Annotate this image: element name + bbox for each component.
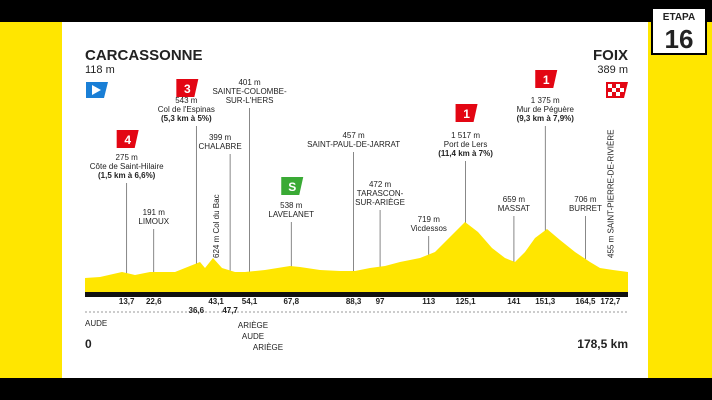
- distance-start: 0: [85, 337, 92, 351]
- waypoint-label: 719 m: [418, 215, 441, 224]
- waypoint-label: SAINT-PAUL-DE-JARRAT: [307, 140, 400, 149]
- waypoint-label: 1 375 m: [531, 96, 560, 105]
- region-label: ARIÈGE: [253, 343, 283, 352]
- waypoint-label: 706 m: [574, 195, 597, 204]
- waypoint-label: SUR-L'HERS: [226, 96, 274, 105]
- waypoint-label: Vicdessos: [411, 224, 447, 233]
- waypoint-label: 401 m: [238, 78, 261, 87]
- category-number: 4: [124, 133, 131, 147]
- waypoint-label: BURRET: [569, 204, 602, 213]
- category-number: 1: [543, 73, 550, 87]
- waypoint-label: 538 m: [280, 201, 303, 210]
- stage-number: 16: [665, 24, 694, 54]
- km-label: 141: [507, 297, 521, 306]
- waypoint-label: 659 m: [503, 195, 526, 204]
- waypoint-label: 455 m SAINT-PIERRE-DE-RIVIÈRE: [606, 130, 615, 258]
- km-label: 47,7: [222, 306, 238, 315]
- start-altitude: 118 m: [85, 64, 115, 76]
- km-label: 97: [376, 297, 385, 306]
- climb-detail: (11,4 km à 7%): [438, 149, 493, 158]
- category-number: 3: [184, 82, 191, 96]
- km-label: 54,1: [242, 297, 258, 306]
- finish-name: FOIX: [593, 47, 628, 64]
- finish-altitude: 389 m: [597, 64, 628, 76]
- waypoint-label: CHALABRE: [199, 142, 242, 151]
- waypoint-label: Col de l'Espinas: [158, 105, 215, 114]
- waypoint-label: Côte de Saint-Hilaire: [90, 162, 164, 171]
- waypoint-label: 472 m: [369, 180, 392, 189]
- stage-box: [651, 7, 707, 55]
- waypoint-label: SAINTE-COLOMBE-: [212, 87, 287, 96]
- distance-end: 178,5 km: [577, 337, 628, 351]
- km-label: 43,1: [208, 297, 224, 306]
- km-label: 151,3: [535, 297, 556, 306]
- km-label: 88,3: [346, 297, 362, 306]
- region-label: ARIÈGE: [238, 321, 268, 330]
- waypoint-label: 275 m: [116, 153, 139, 162]
- waypoint-label: 191 m: [143, 208, 166, 217]
- climb-detail: (9,3 km à 7,9%): [517, 114, 575, 123]
- region-label: AUDE: [242, 332, 264, 341]
- km-label: 172,7: [600, 297, 621, 306]
- km-label: 125,1: [456, 297, 477, 306]
- waypoint-label: 624 m Col du Bac: [212, 194, 221, 258]
- waypoint-label: 1 517 m: [451, 131, 480, 140]
- category-badge: [281, 177, 304, 195]
- km-label: 113: [422, 297, 435, 306]
- region-label: AUDE: [85, 319, 107, 328]
- waypoint-label: MASSAT: [498, 204, 530, 213]
- km-label: 22,6: [146, 297, 162, 306]
- start-arrow: [92, 85, 101, 95]
- waypoint-label: 457 m: [342, 131, 365, 140]
- waypoint-label: Mur de Péguère: [517, 105, 575, 114]
- category-badge: [116, 130, 139, 148]
- category-badge: [176, 79, 199, 97]
- climb-detail: (1,5 km à 6,6%): [98, 171, 156, 180]
- category-number: S: [288, 180, 296, 194]
- km-label: 164,5: [575, 297, 596, 306]
- waypoint-label: LIMOUX: [138, 217, 169, 226]
- km-label: 67,8: [283, 297, 299, 306]
- finish-icon: [606, 82, 628, 98]
- km-label: 36,6: [189, 306, 205, 315]
- climb-detail: (5,3 km à 5%): [161, 114, 212, 123]
- category-badge: [535, 70, 558, 88]
- waypoint-label: 543 m: [175, 96, 198, 105]
- waypoint-label: 399 m: [209, 133, 232, 142]
- waypoint-label: LAVELANET: [268, 210, 314, 219]
- waypoint-label: SUR-ARIÈGE: [355, 198, 405, 207]
- elevation-profile: [85, 222, 628, 292]
- category-number: 1: [463, 107, 470, 121]
- km-label: 13,7: [119, 297, 135, 306]
- start-name: CARCASSONNE: [85, 47, 203, 64]
- km-bar: [85, 292, 628, 297]
- stage-label: ETAPA: [663, 12, 695, 23]
- category-badge: [455, 104, 478, 122]
- waypoint-label: Port de Lers: [444, 140, 488, 149]
- waypoint-label: TARASCON-: [357, 189, 404, 198]
